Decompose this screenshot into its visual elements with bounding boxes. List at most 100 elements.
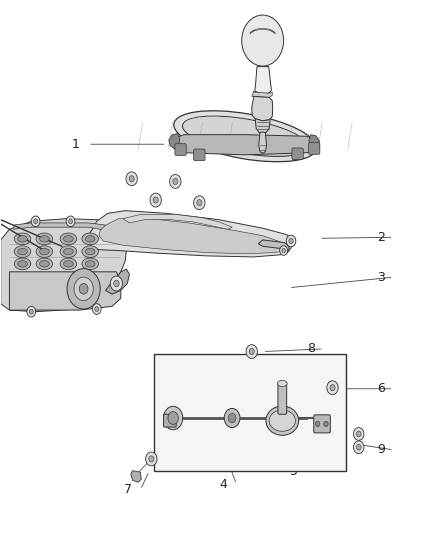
Ellipse shape <box>36 246 53 257</box>
Circle shape <box>246 345 258 359</box>
Text: 4: 4 <box>220 478 228 491</box>
Text: 5: 5 <box>290 465 297 478</box>
Ellipse shape <box>82 233 99 245</box>
Text: 9: 9 <box>377 443 385 456</box>
Ellipse shape <box>14 258 31 270</box>
Ellipse shape <box>82 258 99 270</box>
Ellipse shape <box>184 117 307 155</box>
Polygon shape <box>10 272 121 310</box>
Ellipse shape <box>60 233 77 245</box>
FancyBboxPatch shape <box>194 149 205 161</box>
Ellipse shape <box>18 236 27 242</box>
Ellipse shape <box>174 111 317 161</box>
Circle shape <box>31 216 40 227</box>
Circle shape <box>168 411 178 424</box>
Ellipse shape <box>85 236 95 242</box>
Ellipse shape <box>183 116 308 157</box>
Ellipse shape <box>60 258 77 270</box>
Ellipse shape <box>14 233 31 245</box>
Circle shape <box>242 15 284 66</box>
Circle shape <box>129 176 134 182</box>
Polygon shape <box>252 96 273 121</box>
FancyBboxPatch shape <box>308 143 320 155</box>
Polygon shape <box>259 132 267 154</box>
Ellipse shape <box>266 406 299 435</box>
Circle shape <box>95 306 99 311</box>
Circle shape <box>69 219 73 224</box>
Bar <box>153 354 346 471</box>
Text: 8: 8 <box>307 342 315 356</box>
Polygon shape <box>1 219 127 312</box>
Circle shape <box>197 199 202 206</box>
FancyBboxPatch shape <box>163 414 176 427</box>
Circle shape <box>353 441 364 454</box>
Circle shape <box>74 277 93 301</box>
Circle shape <box>153 197 158 203</box>
Ellipse shape <box>64 248 73 255</box>
Circle shape <box>173 179 178 184</box>
Ellipse shape <box>60 246 77 257</box>
Ellipse shape <box>269 410 295 431</box>
Circle shape <box>110 276 123 291</box>
Ellipse shape <box>18 261 27 267</box>
Text: 1: 1 <box>71 138 79 151</box>
Circle shape <box>126 172 138 185</box>
Ellipse shape <box>39 236 49 242</box>
FancyBboxPatch shape <box>175 144 186 156</box>
Circle shape <box>150 193 161 207</box>
Polygon shape <box>123 214 232 229</box>
Circle shape <box>289 238 293 244</box>
Ellipse shape <box>85 261 95 267</box>
Ellipse shape <box>36 233 53 245</box>
Ellipse shape <box>14 246 31 257</box>
Polygon shape <box>255 67 272 94</box>
Text: 7: 7 <box>124 483 132 496</box>
Ellipse shape <box>36 258 53 270</box>
FancyBboxPatch shape <box>278 382 287 414</box>
Ellipse shape <box>18 248 27 255</box>
Circle shape <box>282 248 286 253</box>
Circle shape <box>34 219 38 224</box>
Circle shape <box>27 306 35 317</box>
Polygon shape <box>255 119 270 134</box>
Circle shape <box>66 216 75 227</box>
Circle shape <box>249 349 254 354</box>
Circle shape <box>149 456 154 462</box>
Circle shape <box>228 413 236 423</box>
Circle shape <box>170 174 181 188</box>
Circle shape <box>113 280 119 287</box>
Polygon shape <box>309 135 319 149</box>
Circle shape <box>163 406 183 430</box>
Circle shape <box>146 452 157 466</box>
Ellipse shape <box>278 380 287 386</box>
Polygon shape <box>258 240 289 252</box>
Polygon shape <box>171 135 319 155</box>
Circle shape <box>327 381 338 394</box>
Circle shape <box>79 284 88 294</box>
Circle shape <box>280 246 288 255</box>
Ellipse shape <box>39 261 49 267</box>
Ellipse shape <box>64 261 73 267</box>
Circle shape <box>324 421 328 426</box>
Polygon shape <box>99 219 285 254</box>
FancyBboxPatch shape <box>314 415 330 433</box>
Ellipse shape <box>39 248 49 255</box>
Circle shape <box>286 235 296 247</box>
Polygon shape <box>106 269 130 294</box>
Circle shape <box>357 445 361 450</box>
Circle shape <box>315 421 320 426</box>
Circle shape <box>353 427 364 440</box>
Text: 6: 6 <box>377 382 385 395</box>
Polygon shape <box>88 211 292 257</box>
Text: 2: 2 <box>377 231 385 244</box>
Ellipse shape <box>85 248 95 255</box>
FancyBboxPatch shape <box>292 148 303 160</box>
Polygon shape <box>131 471 141 482</box>
Polygon shape <box>14 223 114 233</box>
Circle shape <box>29 309 33 314</box>
Circle shape <box>67 269 100 309</box>
Circle shape <box>330 385 335 391</box>
Polygon shape <box>252 91 272 98</box>
Ellipse shape <box>82 246 99 257</box>
Circle shape <box>194 196 205 209</box>
